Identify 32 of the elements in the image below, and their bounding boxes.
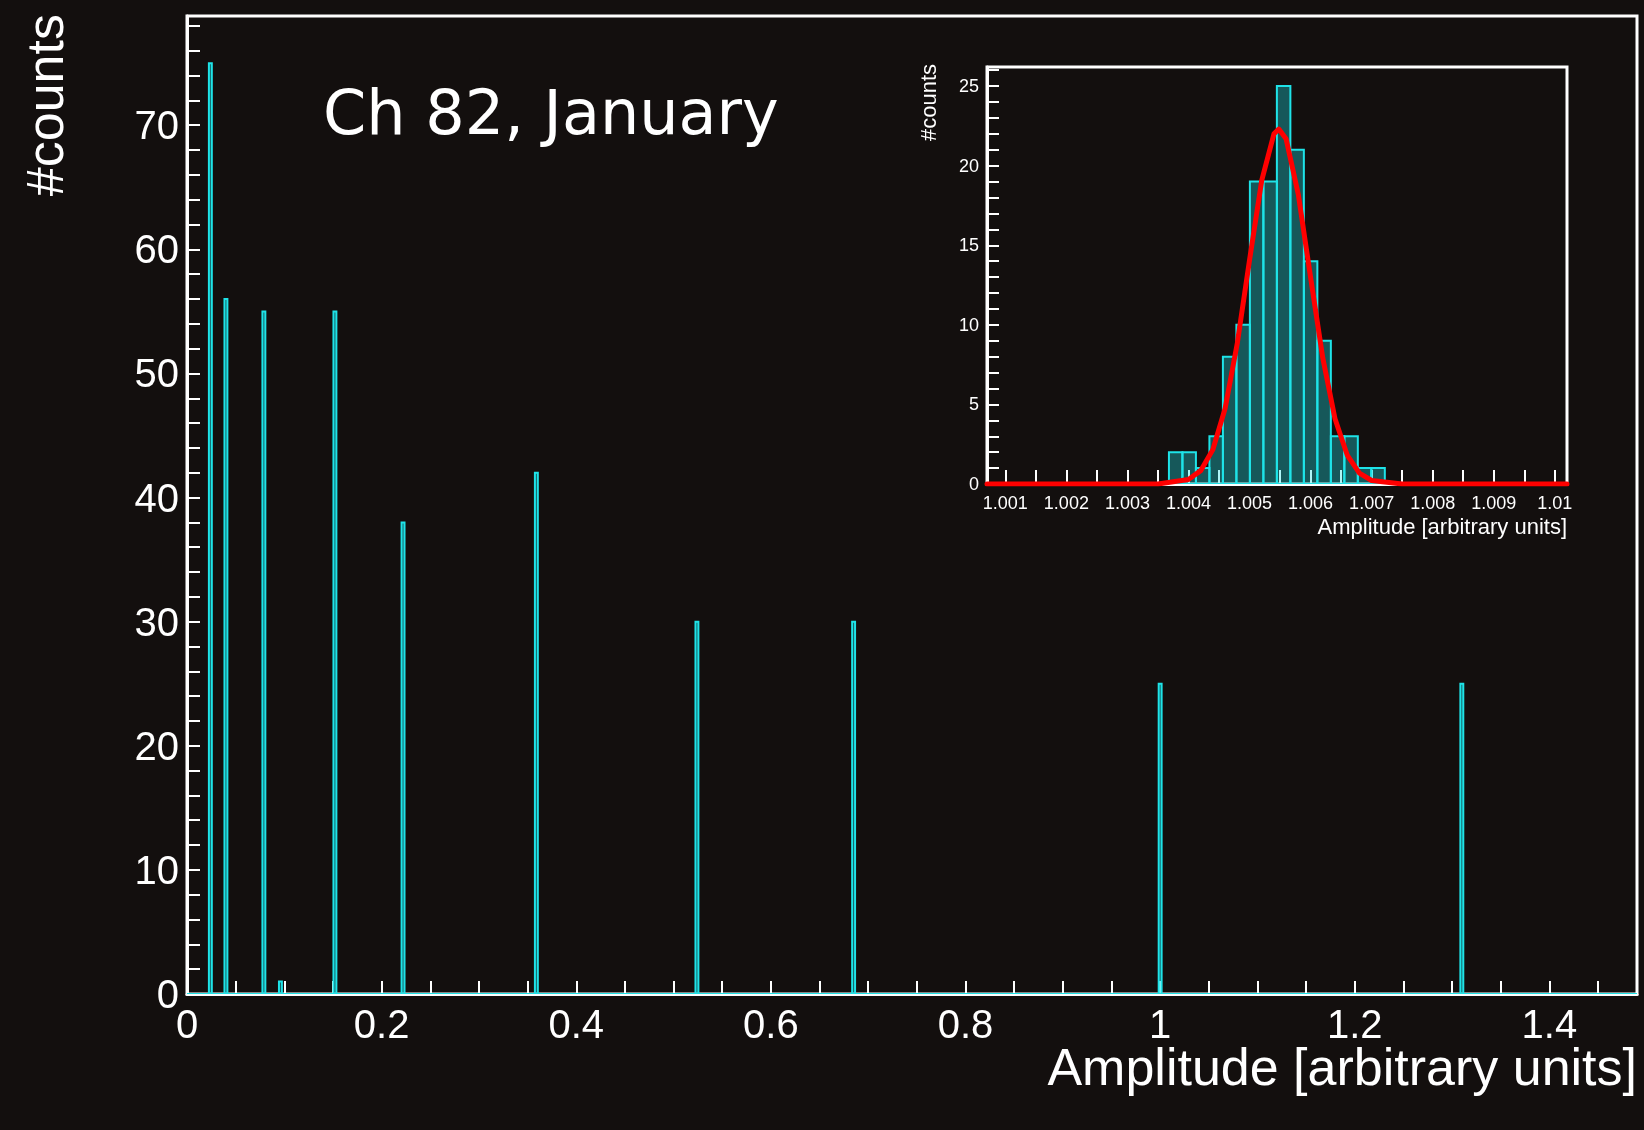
y-tick-label: 30 [134,599,179,644]
x-tick-label: 1.004 [1165,493,1211,513]
x-tick-label: 1.008 [1410,493,1456,513]
x-tick-label: 1.009 [1471,493,1517,513]
y-tick-label: 20 [958,155,979,176]
y-tick-label: 40 [134,475,179,520]
y-tick-label: 50 [134,351,179,396]
x-tick-label: 1.005 [1227,493,1273,513]
y-tick-label: 60 [134,227,179,272]
y-tick-label: 0 [968,474,979,494]
x-tick-label: 1.002 [1043,493,1089,513]
x-tick-label: 1.007 [1349,493,1395,513]
x-tick-label: 1.001 [982,493,1028,513]
y-tick-label: 5 [968,394,979,415]
x-tick-label: 0.2 [353,1002,410,1046]
y-tick-label: 70 [134,103,179,148]
x-tick-label: 1.006 [1288,493,1334,513]
x-tick-label: 1.003 [1104,493,1150,513]
y-tick-label: 0 [156,972,179,1016]
y-tick-label: 25 [958,76,979,97]
y-axis-title: #counts [16,14,74,197]
x-tick-label: 0.8 [937,1002,994,1046]
text: Ch 82, January [323,75,779,149]
y-tick-label: 15 [958,235,979,256]
y-axis-title: #counts [915,64,941,142]
x-axis-title: Amplitude [arbitrary units] [1317,513,1567,539]
x-tick-label: 0.6 [743,1002,799,1046]
y-tick-label: 10 [134,847,179,892]
y-tick-label: 20 [134,723,179,768]
x-tick-label: 1.01 [1537,493,1573,513]
y-tick-label: 10 [958,314,979,335]
x-tick-label: 0.4 [548,1002,605,1046]
